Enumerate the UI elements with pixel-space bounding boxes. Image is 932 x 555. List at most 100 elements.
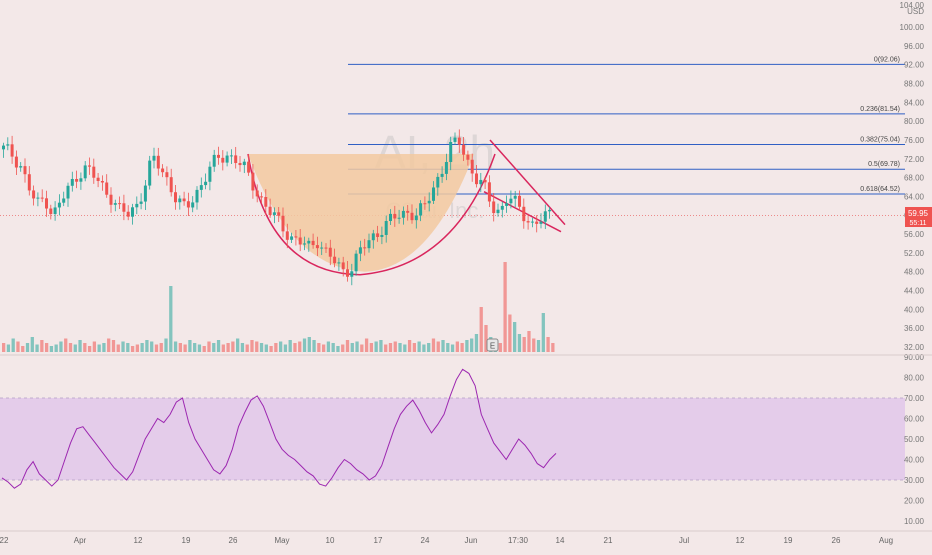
- volume-bar: [221, 344, 225, 352]
- candle-body: [264, 196, 268, 207]
- rsi-band: [0, 398, 905, 480]
- candle-body: [371, 233, 375, 241]
- candle-body: [6, 144, 10, 146]
- price-tick-label: 92.00: [904, 61, 925, 70]
- volume-bar: [255, 341, 259, 352]
- volume-bar: [140, 343, 144, 352]
- volume-bar: [403, 344, 407, 352]
- rsi-tick-label: 50.00: [904, 435, 925, 444]
- volume-bar: [240, 343, 245, 352]
- price-tick-label: 44.00: [904, 287, 925, 296]
- volume-bar: [21, 346, 25, 352]
- candle-body: [109, 194, 113, 205]
- volume-bar: [130, 346, 135, 352]
- candle-body: [466, 154, 470, 160]
- price-tick-label: 64.00: [904, 192, 925, 201]
- candle-body: [217, 154, 220, 158]
- volume-bar: [245, 344, 249, 352]
- price-candles: [2, 129, 552, 286]
- candle-body: [333, 256, 337, 264]
- time-tick-label: 22: [0, 536, 9, 545]
- candle-body: [367, 240, 371, 249]
- volume-bar: [345, 340, 350, 352]
- volume-bar: [6, 344, 11, 352]
- price-tick-label: 76.00: [904, 136, 925, 145]
- candle-body: [487, 182, 491, 202]
- volume-bar: [355, 341, 359, 352]
- candle-body: [75, 178, 79, 182]
- volume-bar: [169, 286, 173, 352]
- time-axis[interactable]: 22 Apr 12 19 26 May 10 17 24 Jun 17:30 14 21 Jul 12 19 2…: [0, 530, 932, 545]
- volume-bar: [321, 344, 326, 352]
- volume-bar: [102, 343, 106, 352]
- volume-bar: [484, 325, 488, 352]
- volume-bar: [536, 340, 541, 352]
- volume-bar: [427, 343, 431, 352]
- volume-bar: [250, 340, 254, 352]
- candle-body: [53, 207, 57, 215]
- candle-body: [62, 198, 66, 203]
- candle-body: [19, 166, 23, 168]
- candle-body: [470, 159, 474, 174]
- candle-body: [178, 198, 182, 203]
- volume-bar: [417, 341, 421, 352]
- candle-body: [346, 269, 349, 277]
- candle-body: [449, 141, 453, 162]
- volume-bar: [369, 343, 374, 352]
- price-tick-label: 48.00: [904, 268, 925, 277]
- time-tick-label: 26: [832, 536, 841, 545]
- candle-body: [298, 237, 302, 245]
- candle-body: [427, 200, 431, 204]
- candle-body: [182, 198, 186, 202]
- candle-body: [548, 209, 552, 212]
- fib-label: 0.5(69.78): [868, 161, 900, 168]
- candle-body: [492, 201, 496, 214]
- candle-body: [406, 210, 410, 213]
- volume-bar: [97, 344, 101, 352]
- volume-bar: [178, 343, 182, 352]
- volume-bar: [364, 338, 369, 352]
- volume-bar: [87, 346, 92, 352]
- price-badge-countdown: 55:11: [910, 220, 927, 227]
- volume-bar: [288, 340, 292, 352]
- volume-bar: [121, 341, 125, 352]
- volume-bar: [393, 341, 397, 352]
- volume-bar: [374, 341, 378, 352]
- candle-body: [143, 185, 147, 202]
- time-tick-label: 17: [374, 536, 383, 545]
- volume-bar: [517, 334, 522, 352]
- candle-body: [32, 190, 36, 199]
- volume-bar: [44, 343, 49, 352]
- candle-body: [324, 247, 328, 249]
- handle-upper-trendline[interactable]: [489, 139, 566, 226]
- volume-bar: [236, 338, 240, 352]
- volume-bar: [508, 314, 512, 352]
- volume-bar: [522, 337, 526, 352]
- candle-body: [156, 155, 160, 169]
- price-tick-label: 88.00: [904, 79, 925, 88]
- volume-bar: [35, 344, 39, 352]
- volume-bar: [283, 344, 288, 352]
- volume-bar: [49, 346, 54, 352]
- candle-body: [354, 253, 358, 272]
- candle-body: [509, 198, 513, 204]
- earnings-icon[interactable]: E: [486, 338, 499, 352]
- cup-curve[interactable]: [247, 153, 496, 276]
- candle-body: [242, 161, 246, 166]
- volume-bar: [126, 343, 130, 352]
- candle-body: [208, 166, 212, 182]
- candle-body: [414, 215, 418, 221]
- volume-bar: [135, 344, 139, 352]
- volume-bar: [360, 344, 364, 352]
- price-badge-background: [905, 207, 932, 227]
- time-tick-label: 14: [556, 536, 565, 545]
- volume-bar: [107, 338, 111, 352]
- candle-body: [496, 209, 500, 214]
- candle-body: [122, 203, 126, 212]
- candle-body: [14, 156, 18, 168]
- volume-bar: [527, 331, 531, 352]
- rsi-tick-label: 20.00: [904, 497, 925, 506]
- volume-bar: [298, 341, 302, 352]
